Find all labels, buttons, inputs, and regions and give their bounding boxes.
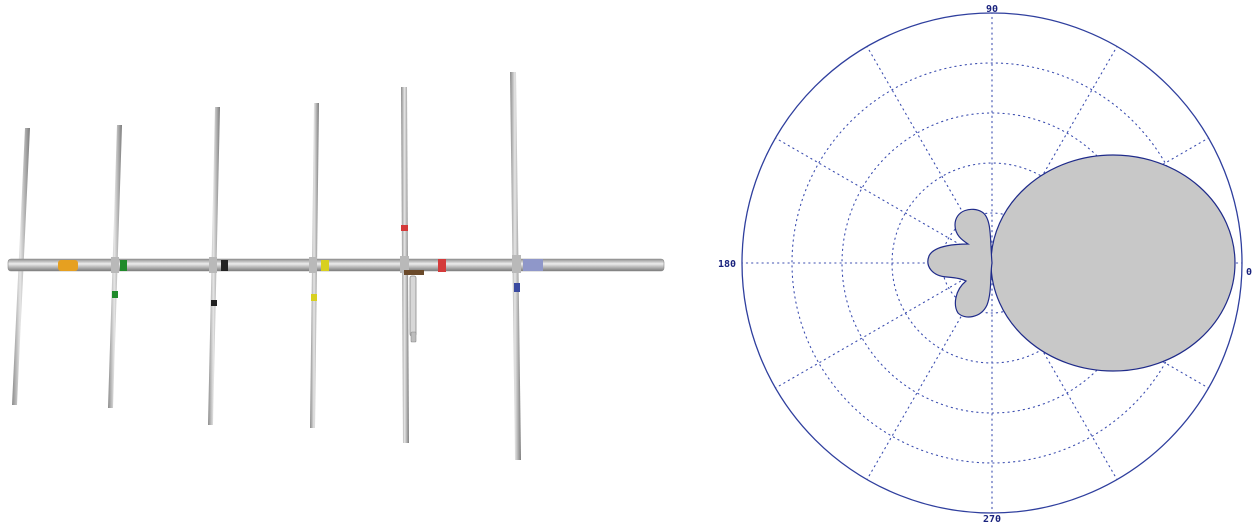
angle-label-270: 270 <box>983 514 1001 525</box>
blue-marker <box>514 283 520 292</box>
yellow-marker <box>321 260 329 271</box>
yagi-antenna <box>7 72 665 460</box>
polar-outer-circle <box>741 12 1243 514</box>
boom-clamp <box>309 257 317 273</box>
antenna-boom <box>7 258 665 272</box>
black-marker <box>211 300 217 306</box>
feed-connector-tip <box>410 331 417 343</box>
boom-clamp <box>400 256 409 273</box>
feed-connector <box>409 275 417 337</box>
boom-clamp <box>512 255 521 273</box>
boom-clamp <box>111 257 119 273</box>
boom-clamp <box>209 257 217 273</box>
feed-block <box>404 270 424 275</box>
orange-marker <box>58 260 78 271</box>
angle-label-0: 0 <box>1246 267 1252 278</box>
back-lobe <box>927 208 993 318</box>
angle-label-90: 90 <box>986 4 998 15</box>
blue-marker <box>523 259 543 271</box>
polar-grid-spoke <box>774 137 993 264</box>
yellow-marker <box>311 294 317 301</box>
red-marker <box>401 225 408 231</box>
main-lobe <box>990 154 1236 372</box>
green-marker <box>120 260 127 271</box>
angle-label-180: 180 <box>718 259 736 270</box>
polar-grid-spoke <box>774 262 993 389</box>
red-marker <box>438 259 446 272</box>
black-marker <box>221 260 228 271</box>
green-marker <box>112 291 118 298</box>
polar-radiation-pattern: 90 180 0 270 <box>718 4 1252 525</box>
